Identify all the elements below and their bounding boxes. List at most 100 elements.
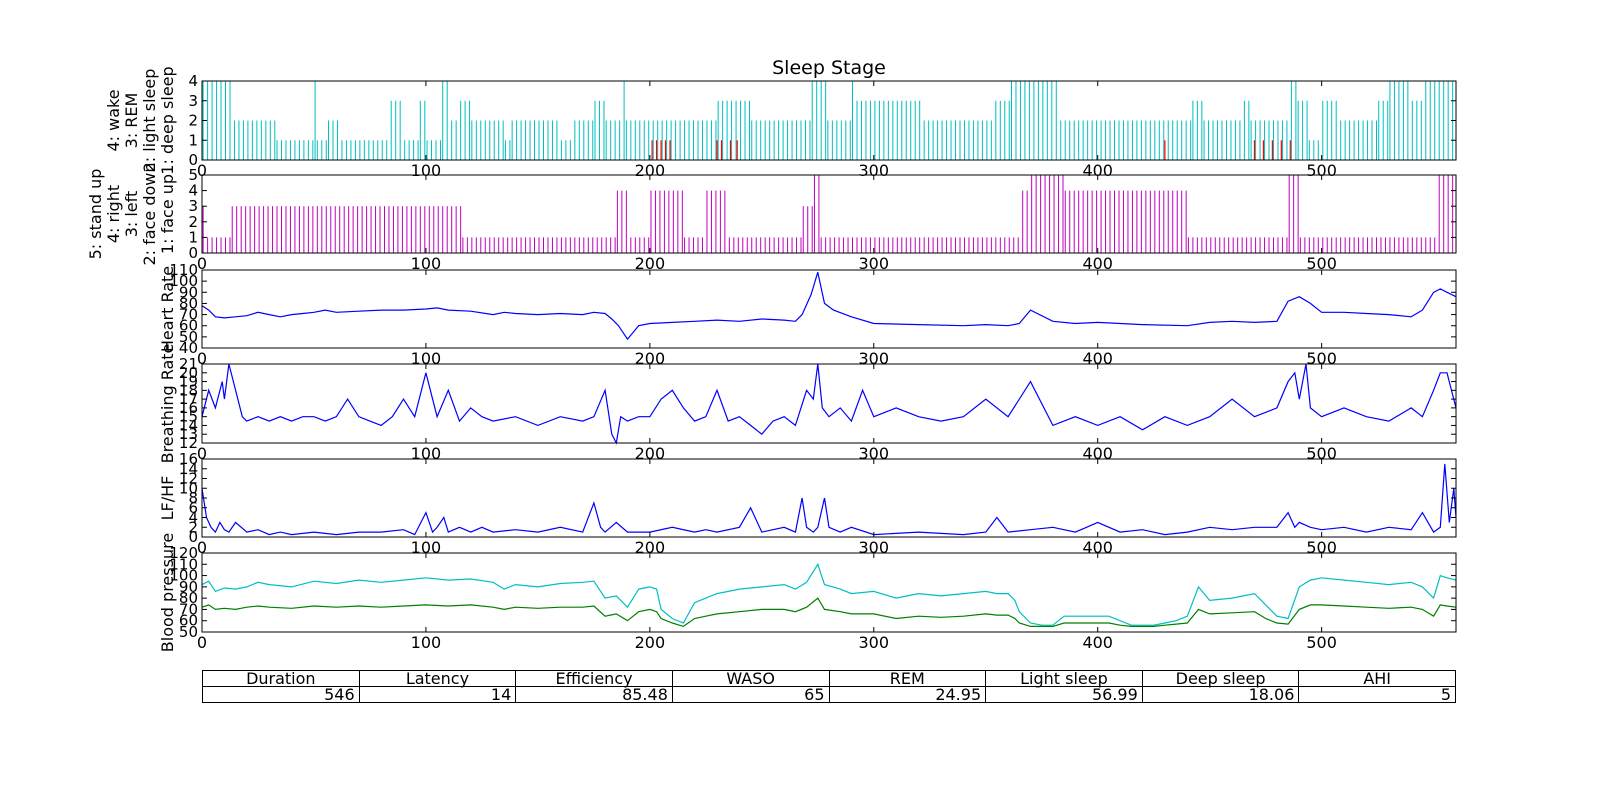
heart-rate-y-tick-label: 70 — [179, 306, 198, 324]
sleep-stage-y-tick-label: 2 — [188, 112, 198, 130]
posture-y-axis-label: 5: stand up — [86, 169, 105, 260]
sleep-stage-y-tick-label: 0 — [188, 151, 198, 169]
heart-rate-series-line-0 — [201, 272, 1457, 341]
breathing-rate-x-tick-label: 400 — [1082, 444, 1113, 463]
posture-y-tick-label: 4 — [188, 182, 198, 200]
breathing-rate-series-line-0 — [201, 363, 1457, 445]
posture-x-tick-label: 0 — [197, 254, 207, 273]
lf-hf-y-tick-label: 0 — [188, 528, 198, 546]
breathing-rate-y-tick-label: 12 — [179, 434, 198, 452]
blood-pressure-y-tick-label: 50 — [179, 623, 198, 641]
sleep-stage-y-axis-label: 2: light sleep — [140, 69, 159, 173]
lf-hf-series-line-0 — [201, 463, 1457, 536]
breathing-rate-y-tick-label: 19 — [179, 373, 198, 391]
posture-y-tick-label: 2 — [188, 213, 198, 231]
posture-y-axis-label: 1: face up — [158, 174, 177, 254]
heart-rate-y-tick-label: 90 — [179, 283, 198, 301]
blood-pressure-y-tick-label: 100 — [169, 567, 198, 585]
lf-hf-y-tick-label: 8 — [188, 489, 198, 507]
lf-hf-y-tick-label: 2 — [188, 518, 198, 536]
lf-hf-x-tick-label: 300 — [859, 538, 890, 557]
posture-y-tick-label: 0 — [188, 244, 198, 262]
posture-x-tick-label: 300 — [859, 254, 890, 273]
header-duration: Duration — [202, 670, 360, 687]
header-deep-sleep: Deep sleep — [1141, 670, 1300, 687]
breathing-rate-y-tick-label: 21 — [179, 355, 198, 373]
header-rem: REM — [828, 670, 987, 687]
lf-hf-x-tick-label: 500 — [1306, 538, 1337, 557]
blood-pressure-x-tick-label: 200 — [635, 633, 666, 652]
sleep-stage-axes-frame — [201, 80, 1457, 161]
heart-rate-panel: 0 100 200 300 400 500405060708090100110Heart … — [158, 261, 1457, 368]
heart-rate-y-tick-label: 40 — [179, 339, 198, 357]
breathing-rate-x-tick-label: 200 — [635, 444, 666, 463]
breathing-rate-y-tick-label: 20 — [179, 364, 198, 382]
heart-rate-y-axis-label: Heart Rate — [158, 266, 177, 352]
blood-pressure-y-axis-label: Blood pressure — [158, 533, 177, 652]
value-waso: 65 — [671, 686, 830, 703]
heart-rate-x-tick-label: 100 — [411, 349, 442, 368]
breathing-rate-y-tick-label: 16 — [179, 399, 198, 417]
posture-x-tick-label: 500 — [1306, 254, 1337, 273]
blood-pressure-series-line-0 — [201, 562, 1457, 626]
lf-hf-y-axis-label: LF/HF — [158, 476, 177, 521]
posture-x-tick-label: 100 — [411, 254, 442, 273]
blood-pressure-y-tick-label: 70 — [179, 600, 198, 618]
blood-pressure-x-tick-label: 500 — [1306, 633, 1337, 652]
header-efficiency: Efficiency — [515, 670, 673, 687]
breathing-rate-axes-frame — [201, 363, 1457, 444]
posture-y-axis-label: 2: face down — [140, 163, 159, 266]
sleep-stage-x-tick-label: 0 — [197, 161, 207, 180]
breathing-rate-x-tick-label: 100 — [411, 444, 442, 463]
breathing-rate-y-axis-label: Breathing Rate — [158, 344, 177, 464]
posture-y-tick-label: 5 — [188, 166, 198, 184]
blood-pressure-y-tick-label: 60 — [179, 612, 198, 630]
sleep-stage-y-axis-label: 4: wake — [104, 89, 123, 151]
posture-y-tick-label: 3 — [188, 197, 198, 215]
header-latency: Latency — [358, 670, 517, 687]
heart-rate-x-tick-label: 300 — [859, 349, 890, 368]
lf-hf-y-tick-label: 14 — [179, 460, 198, 478]
sleep-stage-y-tick-label: 1 — [188, 131, 198, 149]
breathing-rate-x-tick-label: 0 — [197, 444, 207, 463]
posture-x-tick-label: 400 — [1082, 254, 1113, 273]
sleep-stage-y-tick-label: 3 — [188, 92, 198, 110]
value-rem: 24.95 — [828, 686, 987, 703]
blood-pressure-axes-frame — [201, 552, 1457, 633]
lf-hf-x-tick-label: 400 — [1082, 538, 1113, 557]
value-efficiency: 85.48 — [515, 686, 673, 703]
heart-rate-axes-frame — [201, 269, 1457, 349]
heart-rate-x-tick-label: 500 — [1306, 349, 1337, 368]
header-light-sleep: Light sleep — [985, 670, 1143, 687]
blood-pressure-y-tick-label: 110 — [169, 555, 198, 573]
lf-hf-y-tick-label: 6 — [188, 499, 198, 517]
blood-pressure-x-tick-label: 0 — [197, 633, 207, 652]
breathing-rate-y-tick-label: 17 — [179, 390, 198, 408]
lf-hf-y-tick-label: 16 — [179, 450, 198, 468]
heart-rate-y-tick-label: 110 — [169, 261, 198, 279]
heart-rate-x-tick-label: 200 — [635, 349, 666, 368]
blood-pressure-y-tick-label: 80 — [179, 589, 198, 607]
sleep-stage-y-axis-label: 3: REM — [122, 93, 141, 149]
posture-y-axis-label: 4: right — [104, 185, 123, 243]
blood-pressure-x-tick-label: 100 — [411, 633, 442, 652]
value-deep-sleep: 18.06 — [1141, 686, 1300, 703]
breathing-rate-y-tick-label: 14 — [179, 416, 198, 434]
heart-rate-y-tick-label: 100 — [169, 272, 198, 290]
sleep-summary-table: Duration Latency Efficiency WASO REM Lig… — [202, 670, 1456, 703]
header-ahi: AHI — [1298, 670, 1456, 687]
sleep-stage-y-tick-label: 4 — [188, 72, 198, 90]
breathing-rate-y-tick-label: 18 — [179, 381, 198, 399]
blood-pressure-y-tick-label: 90 — [179, 578, 198, 596]
lf-hf-y-tick-label: 4 — [188, 509, 198, 527]
heart-rate-x-tick-label: 400 — [1082, 349, 1113, 368]
posture-x-tick-label: 200 — [635, 254, 666, 273]
heart-rate-y-tick-label: 60 — [179, 317, 198, 335]
lf-hf-y-tick-label: 12 — [179, 470, 198, 488]
breathing-rate-panel: 0 100 200 300 400 500 12131415161718192021Brea… — [158, 344, 1457, 464]
blood-pressure-x-tick-label: 400 — [1082, 633, 1113, 652]
lf-hf-x-tick-label: 0 — [197, 538, 207, 557]
table-value-row: 546 14 85.48 65 24.95 56.99 18.06 5 — [202, 686, 1456, 703]
